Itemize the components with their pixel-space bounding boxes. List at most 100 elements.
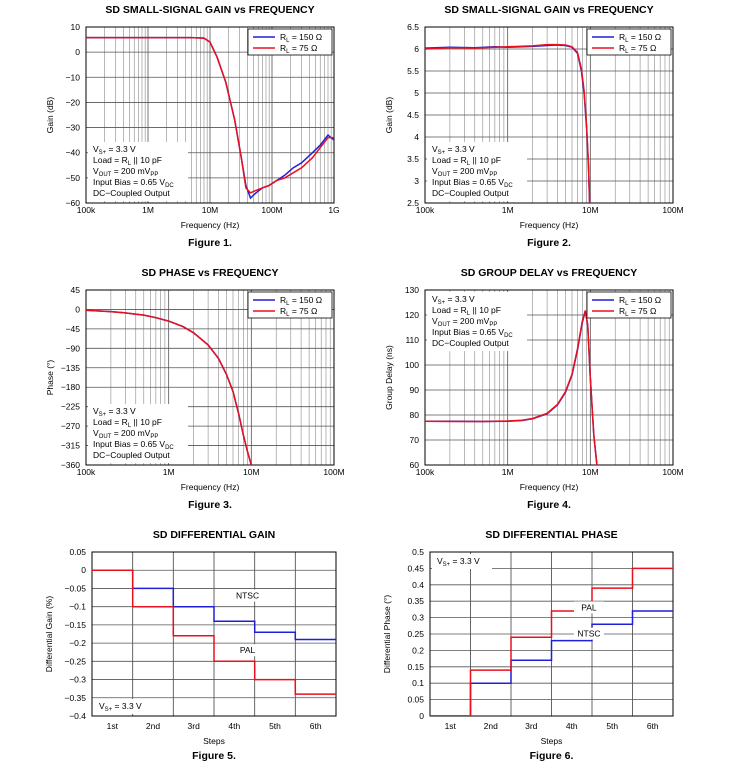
x-tick-label: 100k [77, 467, 96, 477]
y-tick-label: −315 [61, 441, 80, 451]
y-tick-label: 0.4 [412, 580, 424, 590]
label-background [573, 627, 604, 640]
x-axis-label: Frequency (Hz) [520, 482, 579, 492]
condition-line: DC−Coupled Output [432, 188, 509, 198]
x-tick-label: 100M [261, 205, 282, 215]
y-tick-label: 10 [71, 22, 81, 32]
x-axis-label: Frequency (Hz) [181, 220, 240, 230]
y-tick-label: 0.45 [407, 563, 424, 573]
condition-line: Load = RL || 10 pF [432, 155, 501, 167]
y-tick-label: −20 [66, 97, 81, 107]
y-tick-label: 0.15 [407, 662, 424, 672]
y-tick-label: 90 [410, 385, 420, 395]
x-axis-label: Frequency (Hz) [520, 220, 579, 230]
chart-title: SD SMALL-SIGNAL GAIN vs FREQUENCY [105, 4, 314, 16]
x-tick-label: 4th [228, 721, 240, 731]
y-tick-label: 0 [419, 711, 424, 721]
figure-caption: Figure 4. [527, 499, 571, 511]
x-tick-label: 2nd [484, 721, 498, 731]
condition-line: Input Bias = 0.65 VDC [93, 177, 174, 189]
y-tick-label: −30 [66, 123, 81, 133]
y-tick-label: 0 [81, 565, 86, 575]
x-tick-label: 1st [445, 721, 457, 731]
conditions-background [427, 142, 527, 201]
y-axis-label: Gain (dB) [384, 97, 394, 134]
y-tick-label: 6 [414, 44, 419, 54]
y-tick-label: −0.3 [69, 675, 86, 685]
condition-line: DC−Coupled Output [93, 188, 170, 198]
x-tick-label: 5th [606, 721, 618, 731]
label-background [232, 644, 263, 657]
x-tick-label: 100M [662, 205, 683, 215]
conditions-box: VS+ = 3.3 V [94, 699, 154, 714]
condition-line: Input Bias = 0.65 VDC [93, 439, 174, 451]
figure-caption: Figure 3. [188, 499, 232, 511]
x-axis-label: Steps [541, 736, 563, 746]
y-tick-label: −180 [61, 382, 80, 392]
plot-frame [424, 289, 674, 466]
x-tick-label: 1G [328, 205, 339, 215]
x-tick-label: 4th [566, 721, 578, 731]
condition-line: Input Bias = 0.65 VDC [432, 177, 513, 189]
y-tick-label: −360 [61, 460, 80, 470]
chart-title: SD GROUP DELAY vs FREQUENCY [461, 267, 638, 279]
y-axis-label: Differential Gain (%) [44, 596, 54, 673]
condition-line: DC−Coupled Output [432, 338, 509, 348]
x-axis-label: Steps [203, 736, 225, 746]
series-line-2 [425, 43, 591, 203]
y-tick-label: 3 [414, 176, 419, 186]
y-tick-label: −0.4 [69, 711, 86, 721]
y-tick-label: 120 [405, 310, 419, 320]
legend-entry: RL = 150 Ω [280, 32, 322, 44]
y-tick-label: 4 [414, 132, 419, 142]
y-tick-label: 110 [405, 335, 419, 345]
conditions-background [432, 554, 492, 569]
conditions-background [88, 404, 188, 463]
y-tick-label: 2.5 [407, 198, 419, 208]
series-label: PAL [240, 645, 256, 655]
plot-frame [85, 289, 335, 466]
y-tick-label: 60 [410, 460, 420, 470]
figure-caption: Figure 1. [188, 237, 232, 249]
y-tick-label: 0.05 [407, 695, 424, 705]
chart-4: SD GROUP DELAY vs FREQUENCY Figure 4. 100k… [384, 267, 684, 511]
series-label: PAL [581, 602, 597, 612]
y-axis-label: Group Delay (ns) [384, 345, 394, 410]
y-tick-label: −90 [66, 343, 81, 353]
series-label: NTSC [577, 629, 600, 639]
y-tick-label: 5.5 [407, 66, 419, 76]
y-tick-label: 130 [405, 285, 419, 295]
legend-box [247, 291, 333, 319]
y-axis-label: Differential Phase (°) [382, 595, 392, 674]
figure-caption: Figure 5. [192, 750, 236, 762]
chart-title: SD DIFFERENTIAL GAIN [153, 529, 275, 541]
y-tick-label: 0.25 [407, 629, 424, 639]
chart-6: SD DIFFERENTIAL PHASE Figure 6. 1st 2nd 3rd 4… [382, 529, 674, 762]
y-tick-label: −270 [61, 421, 80, 431]
condition-line: Load = RL || 10 pF [93, 417, 162, 429]
y-tick-label: 70 [410, 435, 420, 445]
y-tick-label: 3.5 [407, 154, 419, 164]
y-tick-label: 5 [414, 88, 419, 98]
x-tick-label: 1st [107, 721, 119, 731]
chart-title: SD DIFFERENTIAL PHASE [485, 529, 617, 541]
chart-5: SD DIFFERENTIAL GAIN Figure 5. 1st 2nd 3rd 4t… [44, 529, 337, 762]
y-tick-label: −0.1 [69, 602, 86, 612]
legend-entry: RL = 75 Ω [619, 43, 656, 55]
y-tick-label: −50 [66, 173, 81, 183]
plot-frame [424, 26, 674, 204]
figure-caption: Figure 2. [527, 237, 571, 249]
x-tick-label: 10M [202, 205, 219, 215]
y-tick-label: 0 [75, 304, 80, 314]
series-line-2 [86, 309, 253, 465]
x-tick-label: 1M [142, 205, 154, 215]
x-tick-label: 10M [582, 205, 599, 215]
conditions-background [427, 292, 527, 351]
x-tick-label: 100k [416, 467, 435, 477]
x-tick-label: 6th [310, 721, 322, 731]
plot-frame [85, 26, 335, 204]
y-tick-label: 0.1 [412, 678, 424, 688]
y-tick-label: −0.2 [69, 638, 86, 648]
